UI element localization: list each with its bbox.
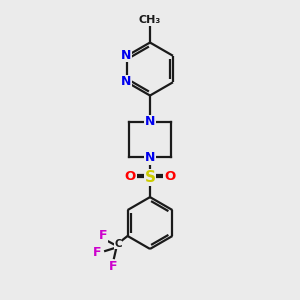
Text: N: N bbox=[145, 115, 155, 128]
Text: N: N bbox=[145, 151, 155, 164]
Text: F: F bbox=[109, 260, 118, 273]
Text: F: F bbox=[93, 246, 102, 259]
Text: S: S bbox=[145, 170, 155, 185]
Text: C: C bbox=[114, 239, 122, 249]
Text: N: N bbox=[121, 49, 132, 62]
Text: F: F bbox=[99, 229, 107, 242]
Text: O: O bbox=[164, 170, 176, 183]
Text: O: O bbox=[124, 170, 136, 183]
Text: CH₃: CH₃ bbox=[139, 15, 161, 26]
Text: N: N bbox=[121, 75, 132, 88]
